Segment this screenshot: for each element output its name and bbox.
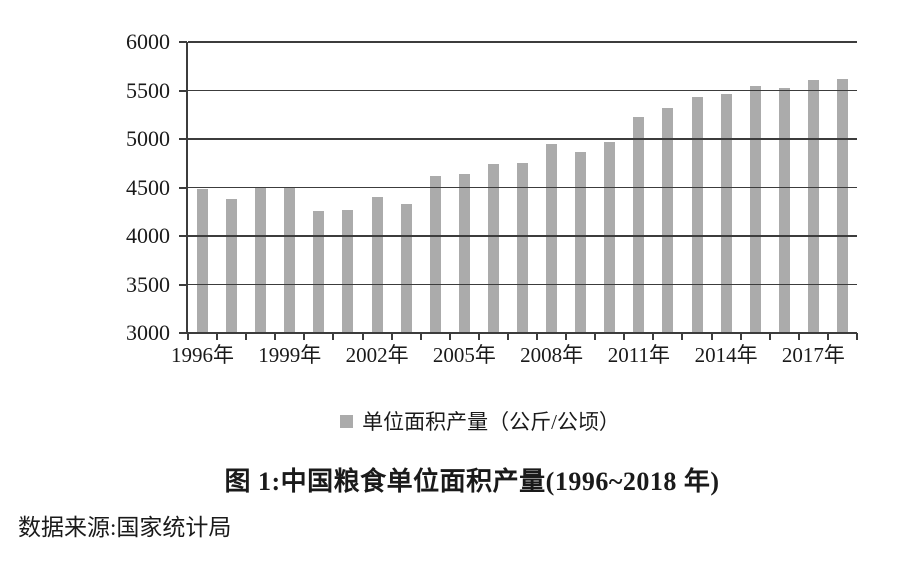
y-tick-label-5000: 5000 <box>126 126 170 151</box>
x-tick-14 <box>594 333 597 340</box>
bar-2017 <box>807 80 819 333</box>
bar-2001 <box>342 210 354 333</box>
y-tick-label-3000: 3000 <box>126 320 170 345</box>
x-tick-label-2002: 2002年 <box>345 343 409 367</box>
data-source-note: 数据来源:国家统计局 <box>18 515 232 540</box>
bar-2007 <box>517 163 528 333</box>
gridline-4500 <box>188 186 857 189</box>
x-tick-label-1996: 1996年 <box>171 343 235 367</box>
bar-1998 <box>255 187 267 333</box>
bar-2015 <box>749 86 761 333</box>
bar-2016 <box>778 87 790 333</box>
x-tick-3 <box>274 333 277 340</box>
x-tick-7 <box>390 333 393 340</box>
x-tick-label-2011: 2011年 <box>607 343 670 367</box>
x-tick-6 <box>361 333 364 340</box>
bar-2000 <box>313 210 325 333</box>
x-tick-label-2008: 2008年 <box>520 343 584 367</box>
bar-2011 <box>633 116 645 333</box>
y-tick-3000 <box>179 332 187 334</box>
bar-1997 <box>226 199 238 333</box>
bar-2006 <box>487 164 499 333</box>
y-tick-6000 <box>179 41 187 43</box>
x-tick-label-2017: 2017年 <box>781 343 845 367</box>
bar-2005 <box>458 173 470 333</box>
bar-2009 <box>575 151 587 333</box>
bar-2004 <box>429 175 441 333</box>
x-tick-label-2005: 2005年 <box>432 343 496 367</box>
x-tick-21 <box>797 333 800 340</box>
x-tick-11 <box>506 333 509 340</box>
x-tick-13 <box>565 333 568 340</box>
y-tick-label-4000: 4000 <box>126 223 170 248</box>
bar-2003 <box>400 203 412 333</box>
bar-2013 <box>691 97 703 333</box>
legend-marker-square <box>340 414 354 428</box>
x-tick-19 <box>739 333 742 340</box>
bar-1996 <box>197 189 209 333</box>
gridline-6000 <box>188 41 857 43</box>
legend-label: 单位面积产量（公斤/公顷） <box>362 410 620 434</box>
gridline-5500 <box>188 89 857 92</box>
y-tick-label-3500: 3500 <box>126 271 170 297</box>
y-tick-label-4500: 4500 <box>126 174 170 200</box>
x-tick-20 <box>768 333 771 340</box>
bar-2008 <box>546 143 558 333</box>
gridline-3500 <box>188 283 857 286</box>
x-tick-22 <box>826 333 829 340</box>
bar-2014 <box>720 93 732 333</box>
x-tick-12 <box>536 333 539 340</box>
y-tick-4500 <box>179 186 187 189</box>
x-tick-17 <box>681 333 684 340</box>
y-tick-3500 <box>179 283 187 286</box>
x-tick-0 <box>187 333 189 340</box>
gridline-5000 <box>188 138 857 140</box>
y-tick-5000 <box>179 138 187 140</box>
bar-2002 <box>371 197 383 333</box>
legend: 单位面积产量（公斤/公顷） <box>30 406 900 436</box>
y-tick-label-5500: 5500 <box>126 77 170 103</box>
x-tick-5 <box>332 333 335 340</box>
gridline-4000 <box>188 235 857 237</box>
x-tick-16 <box>652 333 655 340</box>
x-tick-18 <box>710 333 713 340</box>
x-tick-8 <box>419 333 422 340</box>
x-tick-label-2014: 2014年 <box>694 343 758 367</box>
bar-2010 <box>604 141 616 333</box>
x-tick-label-1999: 1999年 <box>258 343 322 367</box>
y-tick-4000 <box>179 235 187 237</box>
x-axis-line <box>186 332 857 334</box>
bar-2018 <box>836 78 848 333</box>
x-tick-2 <box>245 333 248 340</box>
x-tick-23 <box>856 333 858 340</box>
y-tick-label-6000: 6000 <box>126 29 170 54</box>
bar-2012 <box>662 107 674 333</box>
x-tick-15 <box>623 333 626 340</box>
y-tick-5500 <box>179 89 187 92</box>
bar-1999 <box>284 188 296 333</box>
figure-caption: 图 1:中国粮食单位面积产量(1996~2018 年) <box>224 467 720 496</box>
x-tick-4 <box>303 333 306 340</box>
x-tick-10 <box>477 333 480 340</box>
x-tick-9 <box>448 333 451 340</box>
x-tick-1 <box>216 333 219 340</box>
y-axis-line <box>186 42 188 334</box>
